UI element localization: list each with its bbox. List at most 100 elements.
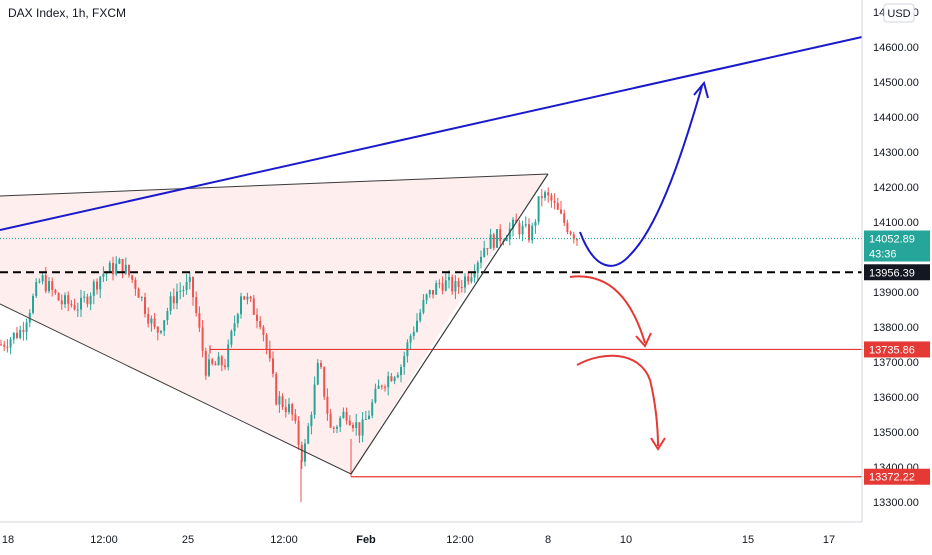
candle-body — [307, 426, 310, 444]
candle-body — [211, 359, 214, 364]
candle-body — [25, 322, 28, 333]
candle-body — [16, 332, 18, 338]
candle-body — [73, 305, 76, 310]
candle-body — [214, 363, 217, 366]
candle-body — [521, 225, 524, 235]
red-arrow-2-path[interactable] — [576, 354, 659, 447]
candle-body — [108, 262, 111, 273]
candle-body — [137, 288, 140, 298]
candle-body — [160, 330, 162, 333]
candle-body — [544, 192, 546, 198]
candle-body — [409, 335, 412, 343]
candle-body — [390, 376, 393, 382]
candle-body — [473, 272, 476, 278]
candle-body — [204, 350, 207, 376]
wedge-support-trendline[interactable] — [350, 173, 549, 475]
currency-button[interactable]: USD — [883, 3, 915, 23]
price-tick-label: 13600.00 — [873, 392, 919, 404]
candle-body — [144, 297, 146, 314]
candle-body — [224, 365, 226, 368]
candle-body — [531, 225, 534, 241]
candle-body — [9, 339, 12, 348]
candle-body — [227, 344, 230, 368]
candle-body — [233, 323, 236, 332]
candle-body — [508, 228, 511, 240]
price-tick-label: 13900.00 — [873, 287, 919, 299]
candle-body — [342, 411, 345, 418]
price-tick-label: 14100.00 — [873, 217, 919, 229]
candle-body — [294, 414, 297, 421]
candle-body — [284, 407, 287, 413]
candle-body — [115, 263, 118, 275]
blue-arrow-head — [693, 80, 709, 99]
time-axis[interactable]: 18 12:00 25 12:00 Feb 12:00 8 10 15 17 — [2, 534, 835, 546]
candle-body — [19, 330, 22, 338]
candle-body — [275, 373, 278, 405]
candle-body — [32, 295, 34, 313]
candle-body — [457, 281, 460, 287]
candle-body — [92, 281, 95, 296]
wedge-upper-line[interactable] — [0, 173, 549, 197]
candle-body — [550, 195, 553, 201]
candle-body — [534, 221, 537, 226]
candle-body — [67, 295, 70, 304]
candle-body — [147, 313, 150, 324]
candle-body — [265, 335, 268, 349]
candle-body — [153, 318, 156, 327]
candle-body — [41, 275, 44, 282]
red-arrow-2-head — [650, 437, 666, 451]
candle-body — [182, 290, 185, 292]
candle-body — [272, 358, 274, 374]
candle-body — [400, 367, 402, 376]
candle-body — [416, 320, 418, 332]
candle-body — [163, 320, 166, 331]
candle-body — [528, 224, 530, 241]
red-arrow-1-head — [635, 332, 652, 348]
wedge-fill — [0, 174, 548, 474]
candle-body — [320, 362, 322, 367]
price-tag: 13956.39 — [864, 264, 930, 281]
candle-body — [246, 296, 249, 300]
candle-body — [99, 276, 102, 290]
candle-body — [102, 274, 105, 277]
candle-body — [329, 413, 332, 428]
candle-body — [80, 297, 82, 310]
candle-body — [470, 277, 473, 282]
candle-body — [566, 222, 569, 233]
candle-body — [364, 419, 367, 421]
candle-body — [48, 281, 50, 292]
candle-body — [195, 297, 198, 314]
candle-body — [512, 219, 514, 229]
candle-body — [496, 229, 498, 248]
candle-body — [201, 327, 204, 351]
price-tag: 13372.22 — [864, 468, 930, 485]
candle-body — [492, 234, 495, 248]
candle-body — [419, 312, 422, 321]
wedge-lower-line[interactable] — [0, 303, 352, 475]
price-tick-label: 14500.00 — [873, 77, 919, 89]
red-arrow-1-path[interactable] — [569, 275, 646, 344]
candle-body — [432, 290, 434, 295]
candle-body — [428, 290, 431, 295]
candle-body — [454, 281, 457, 292]
price-tags: 14052.89 43:36 13956.39 13735.86 13372.22 — [864, 230, 930, 485]
price-tick-label: 14200.00 — [873, 182, 919, 194]
candle-body — [35, 282, 38, 296]
candle-body — [518, 222, 521, 235]
candle-body — [297, 420, 300, 445]
candle-body — [480, 256, 482, 263]
time-tick-label: 18 — [2, 534, 14, 546]
candle-body — [121, 259, 124, 274]
candle-body — [166, 311, 169, 321]
blue-arrow-path[interactable] — [579, 85, 703, 267]
candle-body — [403, 356, 406, 368]
chart-title: DAX Index, 1h, FXCM — [8, 6, 126, 20]
blue-trendline[interactable] — [0, 36, 863, 231]
currency-label: USD — [887, 8, 910, 20]
candle-body — [540, 196, 543, 198]
candle-body — [12, 332, 15, 340]
candle-body — [256, 314, 258, 321]
candle-body — [374, 388, 377, 403]
